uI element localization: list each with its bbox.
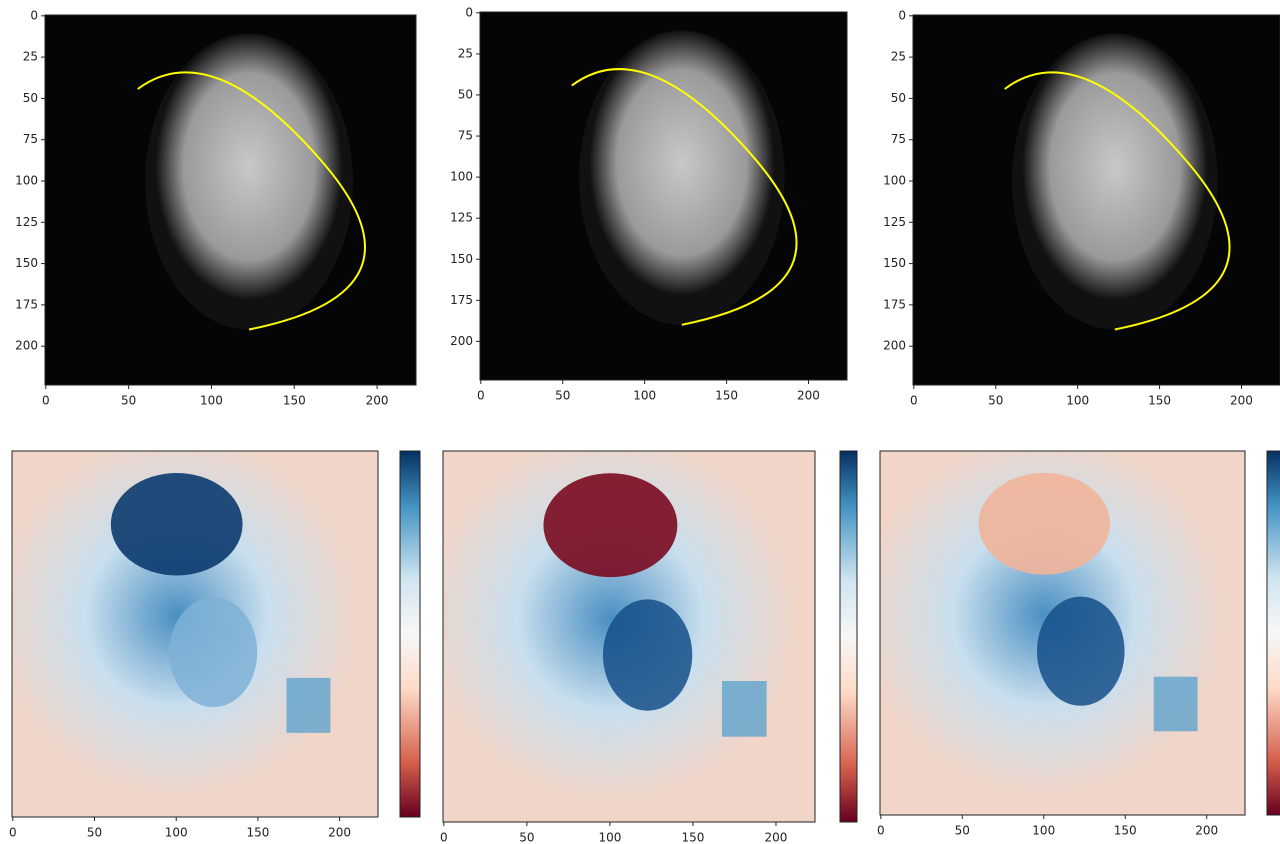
- x-tick-label: 150: [1148, 394, 1171, 408]
- y-tick-label: 25: [458, 46, 473, 60]
- colorbar: [400, 451, 420, 817]
- x-tick-label: 150: [283, 394, 306, 408]
- x-tick-label: 50: [87, 826, 102, 840]
- y-tick-label: 175: [883, 297, 906, 311]
- y-tick-label: 100: [450, 170, 473, 184]
- face: [145, 34, 353, 330]
- y-tick-label: 0: [30, 8, 38, 22]
- face: [579, 30, 785, 324]
- x-tick-label: 100: [598, 831, 621, 844]
- y-tick-label: 75: [458, 129, 473, 143]
- heatmap-region: [111, 473, 243, 575]
- y-tick-label: 200: [450, 334, 473, 348]
- figure: 0 50 100 150 200 0 25 50 75 100 125 150 175 200 0 50 100…: [0, 0, 1280, 844]
- face: [1012, 34, 1218, 330]
- x-tick-label: 200: [1230, 394, 1253, 408]
- x-tick-label: 100: [633, 389, 656, 403]
- y-tick-label: 25: [891, 50, 906, 64]
- y-tick-label: 50: [891, 91, 906, 105]
- colorbar: [1267, 451, 1280, 815]
- y-tick-label: 100: [15, 174, 38, 188]
- x-tick-label: 100: [200, 394, 223, 408]
- heatmap-region: [287, 678, 331, 733]
- heatmap-region: [722, 681, 767, 737]
- x-tick-label: 200: [1195, 824, 1218, 838]
- x-tick-label: 0: [477, 389, 485, 403]
- y-tick-label: 175: [450, 293, 473, 307]
- colorbar: [840, 451, 857, 822]
- y-tick-label: 125: [450, 211, 473, 225]
- y-tick-label: 50: [458, 87, 473, 101]
- x-tick-label: 100: [1066, 394, 1089, 408]
- y-tick-label: 125: [883, 215, 906, 229]
- heatmap-region: [1037, 597, 1125, 706]
- y-tick-label: 50: [23, 91, 38, 105]
- x-tick-label: 50: [121, 394, 136, 408]
- x-tick-label: 150: [246, 826, 269, 840]
- x-tick-label: 200: [328, 826, 351, 840]
- y-tick-label: 0: [465, 5, 473, 19]
- y-tick-label: 150: [15, 256, 38, 270]
- x-tick-label: 50: [519, 831, 534, 844]
- x-tick-label: 0: [910, 394, 918, 408]
- x-tick-label: 0: [440, 831, 448, 844]
- y-tick-label: 175: [15, 297, 38, 311]
- y-tick-label: 150: [450, 252, 473, 266]
- x-tick-label: 200: [366, 394, 389, 408]
- x-tick-label: 150: [715, 389, 738, 403]
- x-tick-label: 200: [765, 831, 788, 844]
- y-tick-label: 125: [15, 215, 38, 229]
- heatmap-region: [603, 599, 692, 710]
- x-tick-label: 150: [681, 831, 704, 844]
- heatmap-region: [169, 597, 257, 707]
- heatmap-region: [543, 473, 677, 577]
- x-tick-label: 200: [797, 389, 820, 403]
- y-tick-label: 25: [23, 50, 38, 64]
- heatmap-region: [979, 473, 1110, 575]
- heatmap-region: [1154, 677, 1198, 732]
- y-tick-label: 200: [15, 339, 38, 353]
- x-tick-label: 50: [555, 389, 570, 403]
- x-tick-label: 150: [1114, 824, 1137, 838]
- x-tick-label: 50: [988, 394, 1003, 408]
- x-tick-label: 0: [877, 824, 885, 838]
- x-tick-label: 100: [1032, 824, 1055, 838]
- y-tick-label: 150: [883, 256, 906, 270]
- x-tick-label: 0: [9, 826, 17, 840]
- y-tick-label: 75: [23, 132, 38, 146]
- x-tick-label: 0: [42, 394, 50, 408]
- y-tick-label: 100: [883, 174, 906, 188]
- y-tick-label: 200: [883, 339, 906, 353]
- y-tick-label: 0: [898, 8, 906, 22]
- x-tick-label: 50: [955, 824, 970, 838]
- y-tick-label: 75: [891, 132, 906, 146]
- x-tick-label: 100: [165, 826, 188, 840]
